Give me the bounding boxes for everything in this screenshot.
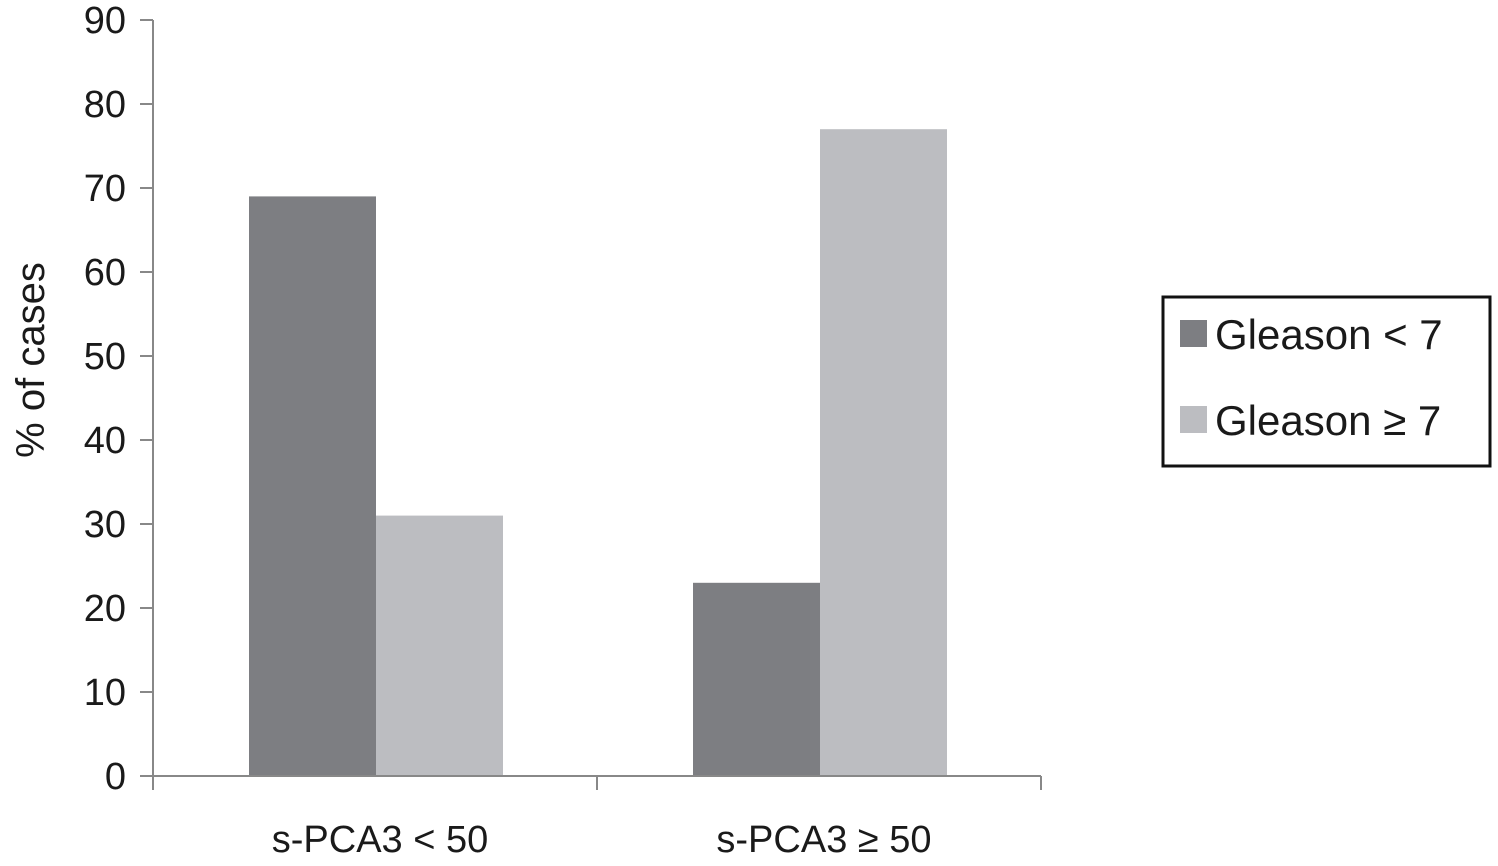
y-tick-label-80: 80 xyxy=(84,84,126,126)
legend: Gleason < 7 Gleason ≥ 7 xyxy=(1161,295,1492,468)
y-tick-label-50: 50 xyxy=(84,336,126,378)
y-tick-label-40: 40 xyxy=(84,420,126,462)
legend-label-gleason-gte-7: Gleason ≥ 7 xyxy=(1215,397,1441,444)
bar-s-pca3-lt-50-gleason-gte-7 xyxy=(376,515,503,776)
y-tick-group: 0 10 20 30 40 50 60 70 80 90 xyxy=(84,0,153,798)
y-tick-label-70: 70 xyxy=(84,168,126,210)
legend-box xyxy=(1161,295,1492,468)
bars-group xyxy=(249,129,947,776)
y-tick-label-60: 60 xyxy=(84,252,126,294)
legend-swatch-gleason-lt-7 xyxy=(1180,320,1207,347)
y-tick-label-20: 20 xyxy=(84,588,126,630)
x-tick-group: s-PCA3 < 50 s-PCA3 ≥ 50 xyxy=(152,776,1042,861)
y-tick-label-0: 0 xyxy=(105,756,126,798)
x-tick-label-s-pca3-gte-50: s-PCA3 ≥ 50 xyxy=(716,819,931,861)
bar-s-pca3-lt-50-gleason-lt-7 xyxy=(249,196,376,776)
bar-s-pca3-gte-50-gleason-gte-7 xyxy=(820,129,947,776)
legend-swatch-gleason-gte-7 xyxy=(1180,406,1207,433)
legend-label-gleason-lt-7: Gleason < 7 xyxy=(1215,311,1443,358)
y-tick-label-30: 30 xyxy=(84,504,126,546)
bar-s-pca3-gte-50-gleason-lt-7 xyxy=(693,582,820,776)
x-tick-label-s-pca3-lt-50: s-PCA3 < 50 xyxy=(272,819,489,861)
y-tick-label-90: 90 xyxy=(84,0,126,42)
y-axis-title: % of cases xyxy=(9,262,53,458)
y-tick-label-10: 10 xyxy=(84,672,126,714)
